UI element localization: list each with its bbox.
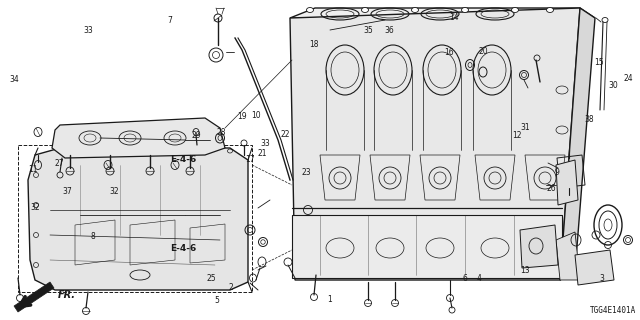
Polygon shape [560, 8, 595, 280]
Text: 28: 28 [217, 128, 226, 137]
Text: 2: 2 [228, 284, 233, 292]
Text: 5: 5 [214, 296, 219, 305]
Text: 15: 15 [594, 58, 604, 67]
Polygon shape [520, 225, 558, 268]
Text: 7: 7 [167, 16, 172, 25]
Text: 20: 20 [478, 47, 488, 56]
Polygon shape [292, 215, 562, 278]
Text: 1: 1 [327, 295, 332, 304]
Text: 33: 33 [83, 26, 93, 35]
Text: E-4-6: E-4-6 [170, 244, 196, 253]
Polygon shape [290, 8, 580, 280]
Text: 29: 29 [191, 132, 201, 140]
Text: 3: 3 [599, 274, 604, 283]
Polygon shape [14, 282, 54, 312]
Polygon shape [290, 8, 595, 18]
Polygon shape [28, 148, 248, 290]
Text: 13: 13 [520, 266, 530, 275]
Text: 24: 24 [623, 74, 634, 83]
Text: 18: 18 [309, 40, 318, 49]
Text: 26: 26 [547, 184, 557, 193]
Polygon shape [52, 118, 225, 158]
Text: 25: 25 [206, 274, 216, 283]
Ellipse shape [461, 7, 468, 12]
Text: 9: 9 [554, 168, 559, 177]
Text: 35: 35 [363, 26, 373, 35]
Polygon shape [556, 232, 580, 280]
Text: 10: 10 [251, 111, 261, 120]
Polygon shape [575, 250, 614, 285]
Text: TGG4E1401A: TGG4E1401A [589, 306, 636, 315]
Text: 36: 36 [384, 26, 394, 35]
Text: E-4-6: E-4-6 [170, 155, 196, 164]
Text: 21: 21 [258, 149, 267, 158]
Text: 32: 32 [30, 204, 40, 212]
Text: 11: 11 [29, 165, 38, 174]
Text: 31: 31 [520, 124, 530, 132]
Text: 33: 33 [260, 140, 271, 148]
Text: 32: 32 [109, 188, 119, 196]
Text: 22: 22 [280, 130, 289, 139]
Text: 37: 37 [62, 188, 72, 196]
Ellipse shape [412, 7, 419, 12]
Text: 30: 30 [608, 81, 618, 90]
Ellipse shape [307, 7, 314, 12]
Text: 8: 8 [90, 232, 95, 241]
Ellipse shape [511, 7, 518, 12]
Text: 6: 6 [462, 274, 467, 283]
Text: 23: 23 [301, 168, 311, 177]
Text: 38: 38 [584, 116, 594, 124]
Text: 34: 34 [9, 75, 19, 84]
Text: 14: 14 [449, 13, 460, 22]
Text: 19: 19 [237, 112, 247, 121]
Text: FR.: FR. [58, 290, 76, 300]
Ellipse shape [362, 7, 369, 12]
Text: 16: 16 [444, 48, 454, 57]
Text: 4: 4 [476, 274, 481, 283]
Text: 12: 12 [513, 132, 522, 140]
Ellipse shape [547, 7, 554, 12]
Text: 27: 27 [54, 159, 64, 168]
Text: 17: 17 [244, 156, 255, 164]
Polygon shape [556, 160, 578, 205]
